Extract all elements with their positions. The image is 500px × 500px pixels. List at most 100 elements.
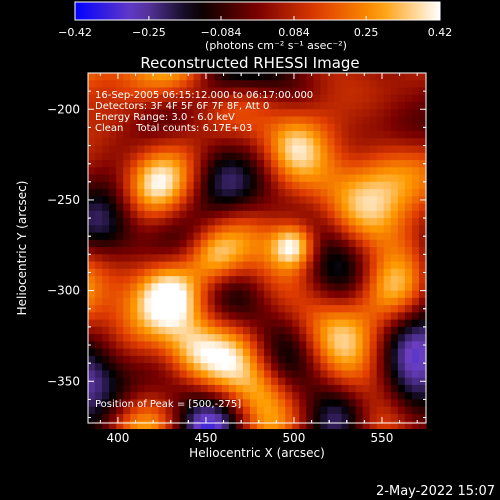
heatmap-cell xyxy=(88,239,96,248)
heatmap-cell xyxy=(207,210,216,219)
heatmap-cell xyxy=(278,312,286,321)
heatmap-cell xyxy=(355,116,364,125)
heatmap-cell xyxy=(383,254,392,263)
heatmap-cell xyxy=(313,167,321,176)
heatmap-cell xyxy=(313,341,321,350)
heatmap-cell xyxy=(186,290,195,299)
heatmap-cell xyxy=(158,392,167,401)
heatmap-cell xyxy=(320,399,329,408)
heatmap-cell xyxy=(390,232,399,241)
heatmap-cell xyxy=(271,131,279,139)
heatmap-cell xyxy=(207,261,216,270)
heatmap-cell xyxy=(109,196,117,205)
heatmap-cell xyxy=(123,94,131,103)
heatmap-cell xyxy=(179,261,188,270)
heatmap-cell xyxy=(362,297,371,306)
heatmap-cell xyxy=(355,138,364,147)
heatmap-cell xyxy=(271,167,279,176)
heatmap-cell xyxy=(404,94,413,103)
heatmap-cell xyxy=(186,305,195,313)
heatmap-cell xyxy=(172,80,181,89)
heatmap-cell xyxy=(341,189,350,197)
heatmap-cell xyxy=(109,239,117,248)
heatmap-cell xyxy=(313,94,321,103)
heatmap-cell xyxy=(264,174,272,183)
heatmap-cell xyxy=(355,326,364,335)
heatmap-cell xyxy=(179,203,188,212)
heatmap-cell xyxy=(362,123,371,132)
heatmap-cell xyxy=(123,174,131,183)
heatmap-cell xyxy=(306,370,314,379)
heatmap-cell xyxy=(221,406,230,415)
heatmap-cell xyxy=(102,421,110,430)
heatmap-cell xyxy=(390,116,399,125)
heatmap-cell xyxy=(116,399,124,408)
heatmap-cell xyxy=(88,225,96,234)
x-tick-label: 500 xyxy=(283,431,306,445)
heatmap-cell xyxy=(151,218,160,226)
heatmap-cell xyxy=(193,312,202,321)
heatmap-cell xyxy=(165,160,174,168)
heatmap-cell xyxy=(123,254,131,263)
heatmap-cell xyxy=(116,123,124,132)
heatmap-cell xyxy=(341,305,350,313)
heatmap-cell xyxy=(397,399,406,408)
heatmap-cell xyxy=(172,334,181,342)
peak-position-label: Position of Peak = [500,-275] xyxy=(95,399,241,410)
heatmap-cell xyxy=(341,261,350,270)
heatmap-cell xyxy=(130,268,138,277)
heatmap-cell xyxy=(383,312,392,321)
heatmap-cell xyxy=(123,370,131,379)
heatmap-cell xyxy=(320,210,329,219)
heatmap-cell xyxy=(278,268,286,277)
heatmap-cell xyxy=(278,377,286,386)
heatmap-cell xyxy=(369,145,378,154)
heatmap-cell xyxy=(404,138,413,147)
heatmap-cell xyxy=(257,399,265,408)
heatmap-cell xyxy=(327,355,336,364)
heatmap-cell xyxy=(249,189,258,197)
heatmap-cell xyxy=(327,181,336,190)
heatmap-cell xyxy=(228,290,237,299)
heatmap-cell xyxy=(158,131,167,139)
heatmap-cell xyxy=(242,355,251,364)
heatmap-cell xyxy=(165,406,174,415)
heatmap-cell xyxy=(242,102,251,110)
heatmap-cell xyxy=(88,384,96,393)
heatmap-cell xyxy=(158,102,167,110)
heatmap-cell xyxy=(376,210,385,219)
heatmap-cell xyxy=(257,392,265,401)
heatmap-cell xyxy=(158,109,167,118)
plot-area: 400 450 500 550−200−250−300−350 xyxy=(47,72,427,445)
heatmap-cell xyxy=(257,203,265,212)
heatmap-cell xyxy=(320,87,329,96)
heatmap-cell xyxy=(207,363,216,372)
heatmap-cell xyxy=(306,247,314,255)
heatmap-cell xyxy=(158,312,167,321)
heatmap-cell xyxy=(292,399,300,408)
heatmap-cell xyxy=(278,363,286,372)
heatmap-cell xyxy=(186,102,195,110)
heatmap-cell xyxy=(411,355,420,364)
heatmap-cell xyxy=(200,196,209,205)
heatmap-cell xyxy=(257,305,265,313)
heatmap-cell xyxy=(88,167,96,176)
heatmap-cell xyxy=(158,370,167,379)
annotation-energy-range: Energy Range: 3.0 - 6.0 keV xyxy=(95,112,235,123)
heatmap-cell xyxy=(362,377,371,386)
heatmap-cell xyxy=(397,268,406,277)
heatmap-cell xyxy=(285,102,293,110)
heatmap-cell xyxy=(257,421,265,430)
heatmap-cell xyxy=(228,152,237,161)
heatmap-cell xyxy=(214,319,223,328)
heatmap-cell xyxy=(116,247,124,255)
heatmap-cell xyxy=(242,181,251,190)
heatmap-cell xyxy=(257,312,265,321)
heatmap-cell xyxy=(376,116,385,125)
heatmap-cell xyxy=(179,73,188,81)
heatmap-cell xyxy=(214,109,223,118)
heatmap-cell xyxy=(123,421,131,430)
heatmap-cell xyxy=(320,421,329,430)
heatmap-cell xyxy=(200,297,209,306)
heatmap-cell xyxy=(249,210,258,219)
